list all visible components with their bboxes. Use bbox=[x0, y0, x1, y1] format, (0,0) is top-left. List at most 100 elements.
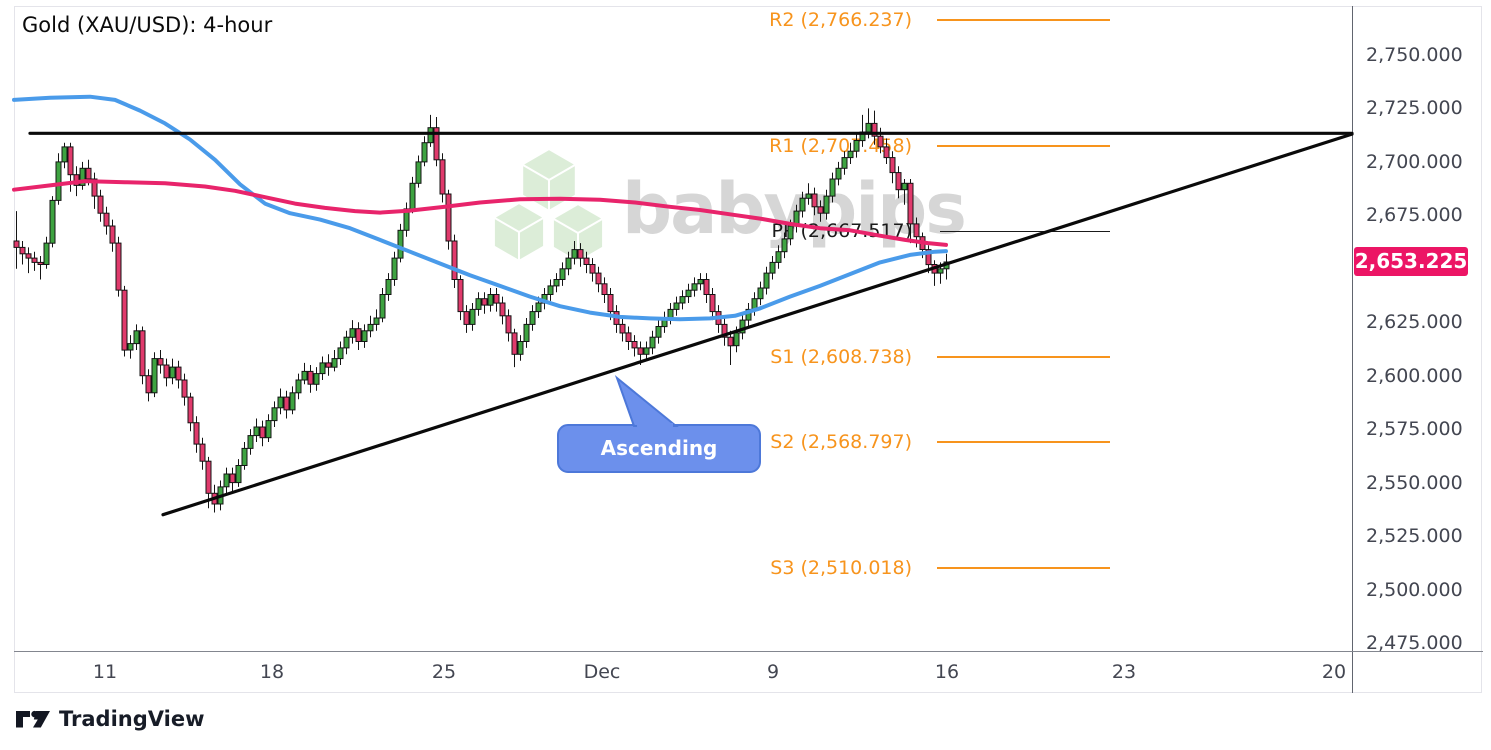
pivot-line-S3 bbox=[937, 567, 1110, 570]
time-axis-label: Dec bbox=[583, 661, 621, 683]
candle bbox=[445, 189, 452, 250]
candle bbox=[829, 172, 836, 203]
candle bbox=[337, 341, 344, 365]
candle bbox=[79, 161, 86, 190]
candle bbox=[883, 138, 890, 164]
time-axis-label: 25 bbox=[431, 661, 457, 683]
candle bbox=[49, 196, 56, 248]
candle bbox=[679, 290, 686, 310]
price-axis-label: 2,550.000 bbox=[1366, 471, 1463, 494]
candle bbox=[889, 151, 896, 184]
candle bbox=[43, 236, 50, 269]
annotation-callout-tail bbox=[614, 374, 679, 427]
candle bbox=[253, 418, 260, 442]
candle bbox=[571, 241, 578, 265]
pivot-line-S1 bbox=[937, 356, 1110, 359]
candle bbox=[25, 247, 32, 274]
candle bbox=[259, 420, 266, 447]
candle bbox=[169, 358, 176, 385]
candle bbox=[661, 311, 668, 333]
candle bbox=[583, 251, 590, 274]
price-axis-label: 2,725.000 bbox=[1366, 97, 1463, 120]
candle bbox=[853, 134, 860, 158]
price-axis-label: 2,500.000 bbox=[1366, 578, 1463, 601]
candle bbox=[529, 305, 536, 331]
candle bbox=[397, 223, 404, 263]
axis-separator-vertical bbox=[1352, 6, 1353, 693]
candle bbox=[589, 258, 596, 282]
candle bbox=[241, 442, 248, 470]
candle bbox=[433, 117, 440, 167]
pivot-label-R2: R2 (2,766.237) bbox=[769, 9, 912, 32]
candle bbox=[565, 251, 572, 276]
candle bbox=[817, 200, 824, 222]
candle bbox=[301, 362, 308, 385]
price-axis-label: 2,475.000 bbox=[1366, 631, 1463, 654]
candle bbox=[469, 303, 476, 331]
candle bbox=[709, 288, 716, 321]
candle bbox=[295, 373, 302, 400]
price-axis-label: 2,750.000 bbox=[1366, 44, 1463, 66]
candle bbox=[823, 189, 830, 220]
last-price-badge[interactable]: 2,653.225 bbox=[1354, 246, 1468, 276]
candle bbox=[109, 219, 116, 252]
candle bbox=[427, 114, 434, 147]
candle bbox=[55, 153, 62, 205]
pivot-line-PP bbox=[940, 230, 1110, 232]
candle bbox=[145, 369, 152, 402]
candle bbox=[283, 390, 290, 419]
candle bbox=[187, 392, 194, 432]
pivot-line-R1 bbox=[937, 144, 1110, 147]
candle bbox=[619, 318, 626, 342]
candle bbox=[595, 266, 602, 293]
candle bbox=[355, 322, 362, 350]
candle bbox=[559, 262, 566, 286]
candle bbox=[415, 155, 422, 188]
candle bbox=[199, 437, 206, 470]
candle bbox=[373, 309, 380, 331]
candle bbox=[487, 288, 494, 312]
pivot-label-S2: S2 (2,568.797) bbox=[770, 431, 912, 454]
time-axis-label: 20 bbox=[1321, 661, 1347, 683]
candle bbox=[691, 277, 698, 297]
chart-title: Gold (XAU/USD): 4-hour bbox=[22, 13, 273, 37]
pink-ma-line[interactable] bbox=[12, 179, 948, 247]
candle bbox=[739, 313, 746, 340]
candle bbox=[931, 260, 938, 286]
candle bbox=[439, 153, 446, 203]
price-axis-label: 2,700.000 bbox=[1366, 150, 1463, 173]
time-axis-label: 18 bbox=[259, 661, 285, 683]
trendline-ascending-support[interactable] bbox=[161, 132, 1354, 517]
candle bbox=[463, 305, 470, 333]
candle bbox=[271, 401, 278, 427]
candle bbox=[481, 292, 488, 314]
candle bbox=[757, 281, 764, 306]
candle bbox=[547, 279, 554, 301]
candle bbox=[685, 283, 692, 303]
candle bbox=[343, 330, 350, 355]
candle bbox=[901, 179, 908, 205]
candle bbox=[115, 236, 122, 297]
candle bbox=[781, 232, 788, 259]
tradingview-logo-icon bbox=[16, 710, 50, 727]
price-axis-label: 2,525.000 bbox=[1366, 525, 1463, 548]
candle bbox=[361, 324, 368, 348]
candle bbox=[13, 211, 20, 269]
candle bbox=[235, 459, 242, 487]
footer-brand[interactable]: TradingView bbox=[15, 707, 204, 731]
pivot-label-S1: S1 (2,608.738) bbox=[770, 346, 912, 369]
annotation-callout[interactable]: Ascending triangle bbox=[600, 436, 718, 507]
candle bbox=[379, 288, 386, 323]
candle bbox=[727, 330, 734, 365]
pivot-line-S2 bbox=[937, 441, 1110, 444]
candle bbox=[121, 285, 128, 357]
candle bbox=[667, 303, 674, 325]
candle bbox=[61, 142, 68, 169]
candle bbox=[877, 127, 884, 154]
candle bbox=[475, 292, 482, 316]
candle bbox=[721, 318, 728, 346]
candle bbox=[505, 309, 512, 342]
blue-ma-line[interactable] bbox=[12, 94, 948, 322]
